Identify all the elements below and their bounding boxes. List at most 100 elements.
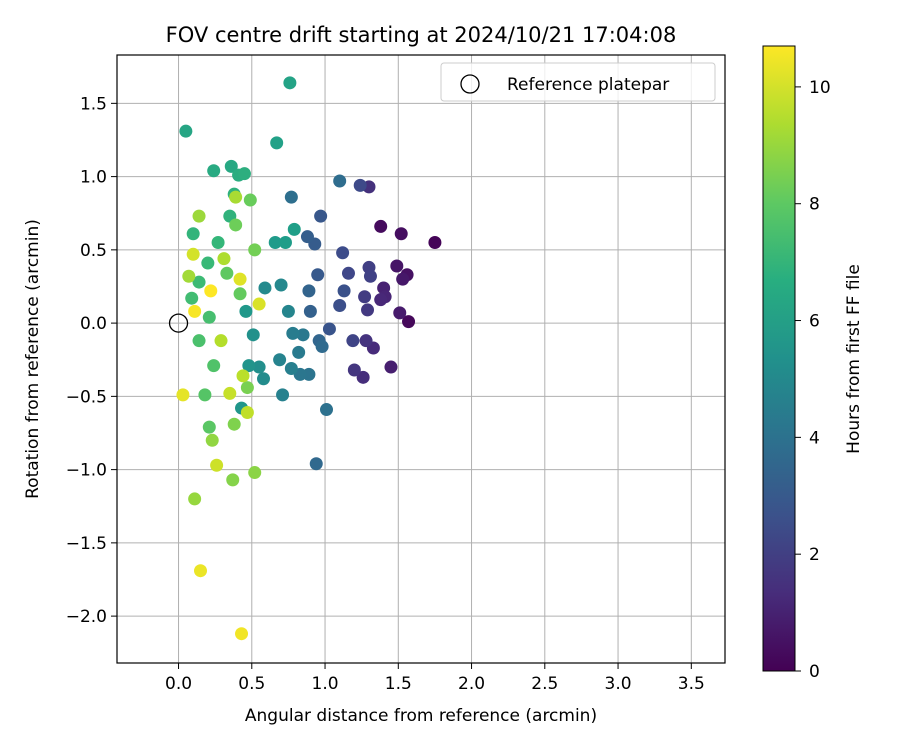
y-tick-label: −2.0 — [66, 607, 107, 627]
data-point — [402, 315, 416, 329]
data-point — [315, 340, 329, 354]
data-point — [176, 388, 190, 402]
data-point — [270, 136, 284, 150]
x-tick-label: 0.5 — [238, 674, 265, 694]
data-point — [336, 246, 350, 260]
data-point — [185, 291, 199, 305]
y-tick-label: −1.5 — [66, 534, 107, 554]
data-point — [258, 281, 272, 295]
y-tick-label: −1.0 — [66, 461, 107, 481]
data-point — [284, 362, 298, 376]
data-point — [236, 369, 250, 383]
data-point — [428, 236, 442, 250]
colorbar-ticks: 0 2 4 6 8 10 — [795, 78, 831, 682]
data-point — [240, 381, 254, 395]
data-point — [273, 353, 287, 367]
data-point — [252, 360, 266, 374]
data-point — [274, 278, 288, 292]
data-point — [358, 290, 372, 304]
data-point — [229, 218, 243, 232]
x-tick-label: 2.5 — [531, 674, 558, 694]
data-point — [202, 310, 216, 324]
data-point — [347, 363, 361, 377]
x-tick-label: 0.0 — [165, 674, 192, 694]
legend-marker — [460, 74, 480, 94]
data-point — [320, 403, 334, 417]
data-point — [237, 167, 251, 181]
data-point — [240, 405, 254, 419]
data-point — [188, 492, 202, 506]
y-axis-ticks: −2.0 −1.5 −1.0 −0.5 0.0 0.5 1.0 1.5 — [66, 94, 117, 627]
x-axis-label: Angular distance from reference (arcmin) — [245, 706, 597, 726]
data-points — [176, 76, 442, 641]
data-point — [346, 334, 360, 348]
data-point — [210, 458, 224, 472]
data-point — [243, 193, 257, 207]
data-point — [192, 275, 206, 289]
data-point — [248, 243, 262, 257]
data-point — [393, 306, 407, 320]
data-point — [337, 284, 351, 298]
y-tick-label: 0.5 — [80, 241, 107, 261]
data-point — [233, 272, 247, 286]
data-point — [286, 326, 300, 340]
data-point — [384, 360, 398, 374]
colorbar-tick-label: 2 — [809, 545, 820, 565]
data-point — [303, 304, 317, 318]
data-point — [186, 247, 200, 261]
colorbar-tick-label: 0 — [809, 662, 820, 682]
data-point — [322, 322, 336, 336]
data-point — [192, 209, 206, 223]
data-point — [192, 334, 206, 348]
data-point — [204, 284, 218, 298]
data-point — [374, 219, 388, 233]
legend: Reference platepar — [440, 62, 716, 102]
data-point — [194, 564, 208, 578]
data-point — [239, 304, 253, 318]
data-point — [179, 124, 193, 138]
x-tick-label: 3.0 — [605, 674, 632, 694]
data-point — [227, 417, 241, 431]
data-point — [257, 372, 271, 386]
data-point — [235, 627, 249, 641]
colorbar-tick-label: 6 — [809, 312, 820, 332]
data-point — [341, 266, 355, 280]
data-point — [205, 433, 219, 447]
data-point — [287, 222, 301, 236]
y-axis-label: Rotation from reference (arcmin) — [23, 219, 43, 499]
y-tick-label: 1.0 — [80, 168, 107, 188]
data-point — [201, 256, 215, 270]
x-tick-label: 1.0 — [312, 674, 339, 694]
data-point — [302, 284, 316, 298]
data-point — [309, 457, 323, 471]
data-point — [292, 345, 306, 359]
data-point — [356, 370, 370, 384]
data-point — [248, 466, 262, 480]
data-point — [220, 266, 234, 280]
data-point — [224, 159, 238, 173]
data-point — [390, 259, 404, 273]
colorbar-label: Hours from first FF file — [844, 264, 864, 454]
x-tick-label: 2.0 — [458, 674, 485, 694]
data-point — [207, 359, 221, 373]
data-point — [198, 388, 212, 402]
colorbar-tick-label: 4 — [809, 428, 820, 448]
data-point — [394, 227, 408, 241]
legend-label: Reference platepar — [507, 75, 669, 95]
data-point — [223, 386, 237, 400]
reference-platepar-marker — [168, 313, 189, 333]
chart-title: FOV centre drift starting at 2024/10/21 … — [166, 23, 677, 47]
data-point — [214, 334, 228, 348]
data-point — [296, 328, 310, 342]
data-point — [252, 297, 266, 311]
data-point — [188, 304, 202, 318]
y-tick-label: −0.5 — [66, 387, 107, 407]
data-point — [229, 190, 243, 204]
data-point — [333, 174, 347, 188]
data-point — [283, 76, 297, 90]
data-point — [284, 190, 298, 204]
y-tick-label: 1.5 — [80, 94, 107, 114]
data-point — [202, 420, 216, 434]
data-point — [359, 334, 373, 348]
